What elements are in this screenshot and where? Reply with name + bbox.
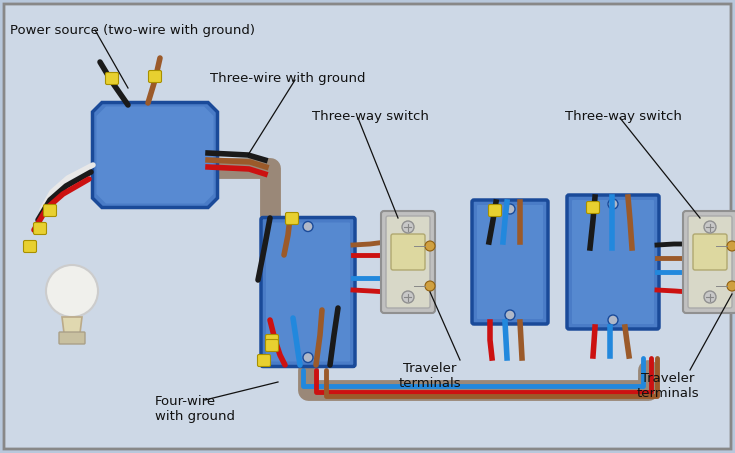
Circle shape (704, 221, 716, 233)
Text: Power source (two-wire with ground): Power source (two-wire with ground) (10, 24, 255, 37)
Circle shape (727, 281, 735, 291)
Circle shape (46, 265, 98, 317)
FancyBboxPatch shape (693, 234, 727, 270)
FancyBboxPatch shape (381, 211, 435, 313)
FancyBboxPatch shape (265, 339, 279, 352)
Circle shape (727, 241, 735, 251)
Text: Traveler
terminals: Traveler terminals (637, 372, 699, 400)
FancyBboxPatch shape (688, 216, 732, 308)
Circle shape (425, 281, 435, 291)
Circle shape (402, 291, 414, 303)
FancyBboxPatch shape (567, 195, 659, 329)
FancyBboxPatch shape (587, 202, 600, 213)
FancyBboxPatch shape (266, 222, 350, 361)
Circle shape (425, 241, 435, 251)
Polygon shape (62, 317, 82, 333)
Circle shape (608, 199, 618, 209)
FancyBboxPatch shape (265, 334, 279, 347)
Text: Four-wire
with ground: Four-wire with ground (155, 395, 235, 423)
Text: Three-wire with ground: Three-wire with ground (210, 72, 365, 85)
FancyBboxPatch shape (489, 204, 501, 217)
FancyBboxPatch shape (257, 355, 270, 366)
Circle shape (303, 352, 313, 362)
FancyBboxPatch shape (472, 200, 548, 324)
FancyBboxPatch shape (285, 212, 298, 225)
FancyBboxPatch shape (477, 205, 543, 319)
FancyBboxPatch shape (683, 211, 735, 313)
FancyBboxPatch shape (386, 216, 430, 308)
FancyBboxPatch shape (59, 332, 85, 344)
FancyBboxPatch shape (24, 241, 37, 252)
Text: Three-way switch: Three-way switch (565, 110, 682, 123)
FancyBboxPatch shape (391, 234, 425, 270)
Circle shape (505, 204, 515, 214)
Circle shape (402, 221, 414, 233)
Polygon shape (96, 106, 213, 203)
Text: Traveler
terminals: Traveler terminals (398, 362, 462, 390)
FancyBboxPatch shape (148, 71, 162, 82)
Circle shape (704, 291, 716, 303)
FancyBboxPatch shape (106, 72, 118, 85)
FancyBboxPatch shape (4, 4, 731, 449)
FancyBboxPatch shape (572, 200, 654, 324)
Circle shape (608, 315, 618, 325)
Circle shape (303, 222, 313, 231)
FancyBboxPatch shape (261, 217, 355, 366)
FancyBboxPatch shape (34, 222, 46, 235)
FancyBboxPatch shape (43, 204, 57, 217)
Polygon shape (93, 102, 218, 207)
Circle shape (505, 310, 515, 320)
Text: Three-way switch: Three-way switch (312, 110, 429, 123)
